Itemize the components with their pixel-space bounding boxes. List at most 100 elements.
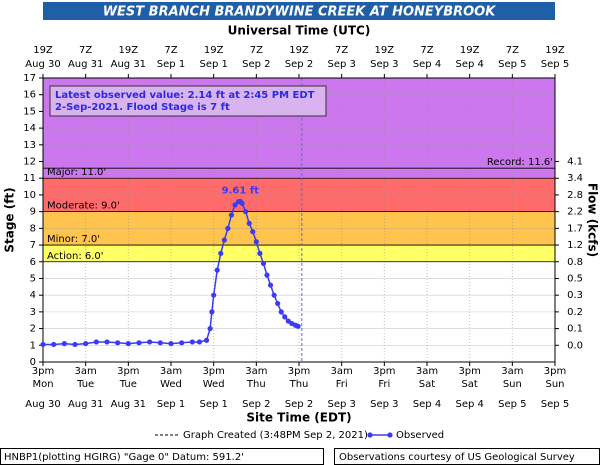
top-x-tick-label: 7Z [250,45,263,56]
x-tick-day: Sun [503,379,522,390]
x-tick-day: Sat [419,379,435,390]
flood-label: Moderate: 9.0' [47,201,120,212]
plot-frame [42,77,556,363]
data-point [250,229,256,235]
x-axis-label: Site Time (EDT) [246,411,351,425]
top-x-tick-label: 7Z [506,45,519,56]
annotation-text: Latest observed value: 2.14 ft at 2:45 P… [55,90,315,101]
top-x-tick-label: 19Z [375,45,395,56]
data-point [228,212,235,218]
top-x-tick-label: 19Z [460,45,480,56]
x-tick-label: 3am [331,366,353,377]
top-x-tick-date: Sep 2 [242,59,270,70]
x-tick-day: Thu [289,379,309,390]
data-point [232,202,238,208]
data-point [239,200,245,206]
data-point [257,250,263,257]
top-x-tick-date: Sep 3 [370,59,398,70]
y2-tick-label: 0.1 [567,324,583,335]
title-bar [43,2,555,20]
x-tick-date: Sep 1 [199,399,227,410]
x-tick-day: Fri [336,379,348,390]
x-tick-day: Tue [119,379,137,390]
x-tick-day: Wed [203,379,225,390]
y-tick-label: 3 [30,307,36,318]
data-point [267,282,274,288]
x-tick-label: 3pm [117,366,139,377]
y-tick-label: 17 [23,73,36,84]
y-tick-label: 10 [23,190,36,201]
y2-tick-label: 0.8 [567,257,583,268]
y-tick-label: 2 [30,324,36,335]
footer-left: HNBP1(plotting HGIRG) "Gage 0" Datum: 59… [4,452,244,463]
x-tick-day: Sat [461,379,477,390]
data-point [189,339,195,345]
top-x-tick-label: 19Z [289,45,309,56]
y2-tick-label: 2.8 [567,190,583,201]
x-tick-day: Mon [32,379,53,390]
y2-tick-label: 0.2 [567,307,583,318]
flood-label: Major: 11.0' [47,167,106,178]
data-point [125,341,131,347]
x-tick-date: Aug 31 [111,399,146,410]
annotation-text: 2-Sep-2021. Flood Stage is 7 ft [55,102,230,113]
flood-label: Action: 6.0' [47,251,104,262]
data-point [243,209,249,215]
record-label: Record: 11.6' [487,157,553,168]
x-tick-label: 3am [160,366,182,377]
top-x-tick-date: Sep 1 [157,59,185,70]
legend-dot [387,432,393,438]
top-x-tick-date: Aug 30 [25,59,60,70]
x-tick-date: Aug 31 [68,399,103,410]
top-x-tick-date: Aug 31 [111,59,146,70]
footer-right: Observations courtesy of US Geological S… [339,452,575,463]
top-x-tick-date: Sep 1 [199,59,227,70]
data-point [275,300,281,307]
y2-tick-label: 1.7 [567,223,583,234]
data-point [179,340,185,346]
top-x-tick-date: Sep 4 [413,59,441,70]
x-tick-day: Sun [545,379,564,390]
data-point [253,239,259,245]
data-point [295,323,301,329]
data-point [214,267,220,273]
top-x-tick-date: Sep 4 [455,59,483,70]
x-tick-label: 3pm [373,366,395,377]
x-tick-date: Aug 30 [25,399,60,410]
y-tick-label: 12 [23,157,36,168]
top-x-tick-label: 19Z [545,45,565,56]
peak-label: 9.61 ft [222,185,260,196]
x-tick-day: Tue [76,379,94,390]
data-point [264,272,270,278]
data-point [278,309,284,315]
y2-tick-label: 1.2 [567,240,583,251]
top-x-tick-label: 19Z [204,45,224,56]
data-point [157,340,163,346]
top-x-tick-date: Sep 5 [498,59,526,70]
data-point [196,339,203,345]
data-point [83,341,89,347]
data-point [211,292,217,298]
flood-label: Minor: 7.0' [47,234,100,245]
top-x-tick-date: Aug 31 [68,59,103,70]
data-point [221,237,227,243]
x-tick-label: 3am [245,366,267,377]
data-point [282,314,288,320]
y-tick-label: 9 [30,207,36,218]
top-x-tick-label: 7Z [335,45,348,56]
x-tick-date: Sep 3 [327,399,355,410]
x-tick-date: Sep 1 [157,399,185,410]
x-tick-day: Thu [246,379,266,390]
x-tick-label: 3am [501,366,523,377]
y-tick-label: 14 [23,123,36,134]
x-tick-label: 3am [75,366,97,377]
x-tick-label: 3pm [544,366,566,377]
y-tick-label: 7 [30,240,36,251]
annotation-box [49,85,327,117]
y2-tick-label: 0.0 [567,340,583,351]
top-x-tick-date: Sep 5 [541,59,569,70]
data-point [271,292,277,298]
y-tick-label: 4 [30,290,36,301]
top-x-tick-label: 19Z [119,45,139,56]
y-tick-label: 16 [23,90,36,101]
